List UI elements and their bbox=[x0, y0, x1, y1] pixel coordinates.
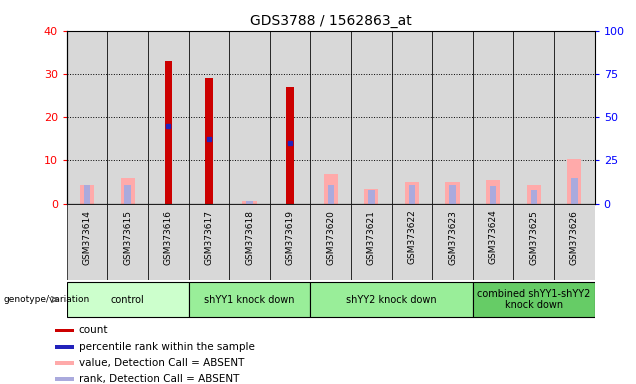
Bar bbox=[270, 204, 310, 280]
Bar bbox=[409, 185, 415, 204]
Bar bbox=[527, 185, 541, 204]
Bar bbox=[513, 204, 554, 280]
Bar bbox=[310, 31, 351, 204]
Bar bbox=[84, 185, 90, 204]
Bar bbox=[513, 31, 554, 204]
Bar bbox=[189, 31, 229, 204]
Bar bbox=[351, 31, 392, 204]
Bar bbox=[246, 201, 252, 204]
Text: control: control bbox=[111, 295, 144, 305]
Bar bbox=[80, 185, 94, 204]
Bar bbox=[310, 282, 473, 317]
Text: GSM373623: GSM373623 bbox=[448, 210, 457, 265]
Bar bbox=[107, 31, 148, 204]
Bar bbox=[490, 186, 496, 204]
Bar bbox=[67, 204, 107, 280]
Bar bbox=[107, 204, 148, 280]
Bar bbox=[270, 31, 310, 204]
Bar bbox=[55, 361, 74, 365]
Bar bbox=[121, 179, 135, 204]
Bar bbox=[554, 31, 595, 204]
Text: GSM373615: GSM373615 bbox=[123, 210, 132, 265]
Text: count: count bbox=[79, 326, 108, 336]
Text: value, Detection Call = ABSENT: value, Detection Call = ABSENT bbox=[79, 358, 244, 368]
Text: GSM373621: GSM373621 bbox=[367, 210, 376, 265]
Bar bbox=[55, 345, 74, 349]
Bar bbox=[67, 282, 189, 317]
Text: GSM373617: GSM373617 bbox=[204, 210, 214, 265]
Bar bbox=[445, 182, 460, 204]
Text: GSM373619: GSM373619 bbox=[286, 210, 294, 265]
Bar bbox=[55, 377, 74, 381]
Text: genotype/variation: genotype/variation bbox=[3, 295, 90, 304]
Bar bbox=[368, 190, 375, 204]
Bar bbox=[324, 174, 338, 204]
Bar bbox=[571, 177, 577, 204]
Bar bbox=[67, 31, 107, 204]
Bar bbox=[432, 31, 473, 204]
Bar bbox=[328, 185, 334, 204]
Bar bbox=[55, 329, 74, 333]
Bar bbox=[125, 185, 131, 204]
Bar bbox=[165, 61, 172, 204]
Text: GSM373626: GSM373626 bbox=[570, 210, 579, 265]
Bar bbox=[148, 31, 189, 204]
Bar bbox=[450, 185, 456, 204]
Text: GSM373616: GSM373616 bbox=[164, 210, 173, 265]
Bar bbox=[405, 182, 419, 204]
Bar bbox=[473, 204, 513, 280]
Text: rank, Detection Call = ABSENT: rank, Detection Call = ABSENT bbox=[79, 374, 239, 384]
Bar bbox=[567, 159, 581, 204]
Text: GSM373614: GSM373614 bbox=[83, 210, 92, 265]
Bar bbox=[432, 204, 473, 280]
Text: GSM373618: GSM373618 bbox=[245, 210, 254, 265]
Bar bbox=[205, 78, 212, 204]
Bar bbox=[189, 204, 229, 280]
Title: GDS3788 / 1562863_at: GDS3788 / 1562863_at bbox=[250, 14, 411, 28]
Bar bbox=[530, 190, 537, 204]
Bar bbox=[473, 282, 595, 317]
Bar bbox=[310, 204, 351, 280]
Bar bbox=[286, 87, 294, 204]
Text: GSM373624: GSM373624 bbox=[488, 210, 497, 265]
Text: percentile rank within the sample: percentile rank within the sample bbox=[79, 342, 254, 352]
Text: shYY2 knock down: shYY2 knock down bbox=[347, 295, 437, 305]
Bar bbox=[229, 31, 270, 204]
Bar bbox=[392, 31, 432, 204]
Text: combined shYY1-shYY2
knock down: combined shYY1-shYY2 knock down bbox=[477, 289, 590, 310]
Bar bbox=[554, 204, 595, 280]
Bar bbox=[148, 204, 189, 280]
Bar bbox=[364, 189, 378, 204]
Bar bbox=[473, 31, 513, 204]
Bar bbox=[486, 180, 501, 204]
Bar bbox=[229, 204, 270, 280]
Bar bbox=[189, 282, 310, 317]
Text: GSM373620: GSM373620 bbox=[326, 210, 335, 265]
Bar bbox=[242, 201, 256, 204]
Text: shYY1 knock down: shYY1 knock down bbox=[204, 295, 294, 305]
Text: GSM373622: GSM373622 bbox=[408, 210, 417, 265]
Text: GSM373625: GSM373625 bbox=[529, 210, 538, 265]
Bar bbox=[351, 204, 392, 280]
Bar bbox=[392, 204, 432, 280]
